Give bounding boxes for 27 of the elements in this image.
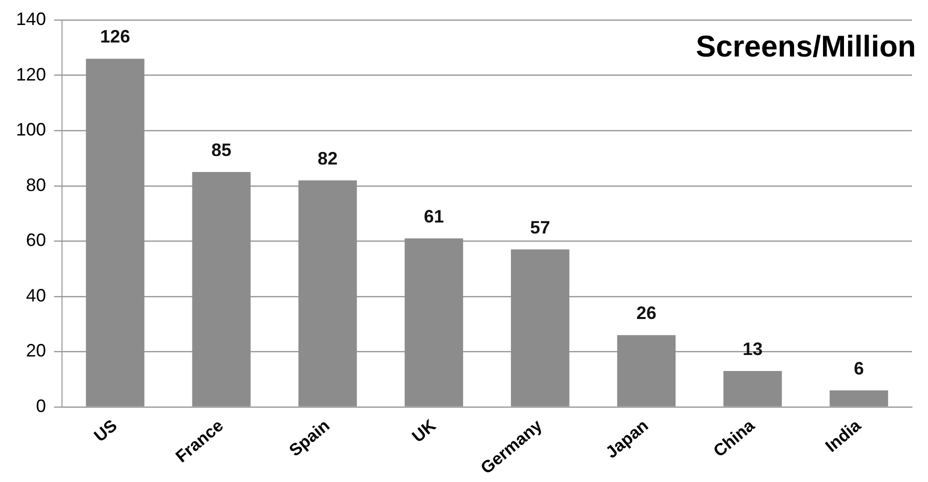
- data-label: 82: [318, 148, 338, 168]
- data-label: 61: [424, 206, 444, 226]
- y-tick-label: 120: [16, 64, 46, 84]
- bar: [723, 371, 782, 406]
- bar: [298, 180, 357, 406]
- bar: [404, 238, 464, 406]
- y-tick-label: 140: [16, 8, 46, 29]
- bar: [830, 390, 888, 406]
- y-tick-label: 20: [26, 340, 46, 361]
- data-label: 126: [100, 26, 130, 47]
- data-label: 57: [530, 217, 550, 238]
- data-label: 26: [636, 303, 656, 324]
- data-label: 85: [211, 140, 232, 160]
- data-label: 13: [742, 339, 763, 360]
- y-tick-label: 60: [26, 230, 46, 250]
- chart-title: Screens/Million: [696, 30, 916, 64]
- bar: [86, 58, 144, 406]
- x-tick-label: UK: [408, 415, 440, 446]
- bar: [510, 249, 570, 406]
- y-tick-label: 100: [16, 120, 46, 140]
- y-tick-label: 80: [26, 174, 46, 195]
- bar: [192, 172, 251, 406]
- x-tick-label: US: [90, 416, 121, 446]
- y-tick-label: 40: [26, 285, 46, 306]
- y-tick-label: 0: [36, 396, 46, 416]
- bar: [617, 335, 676, 406]
- data-label: 6: [854, 358, 864, 378]
